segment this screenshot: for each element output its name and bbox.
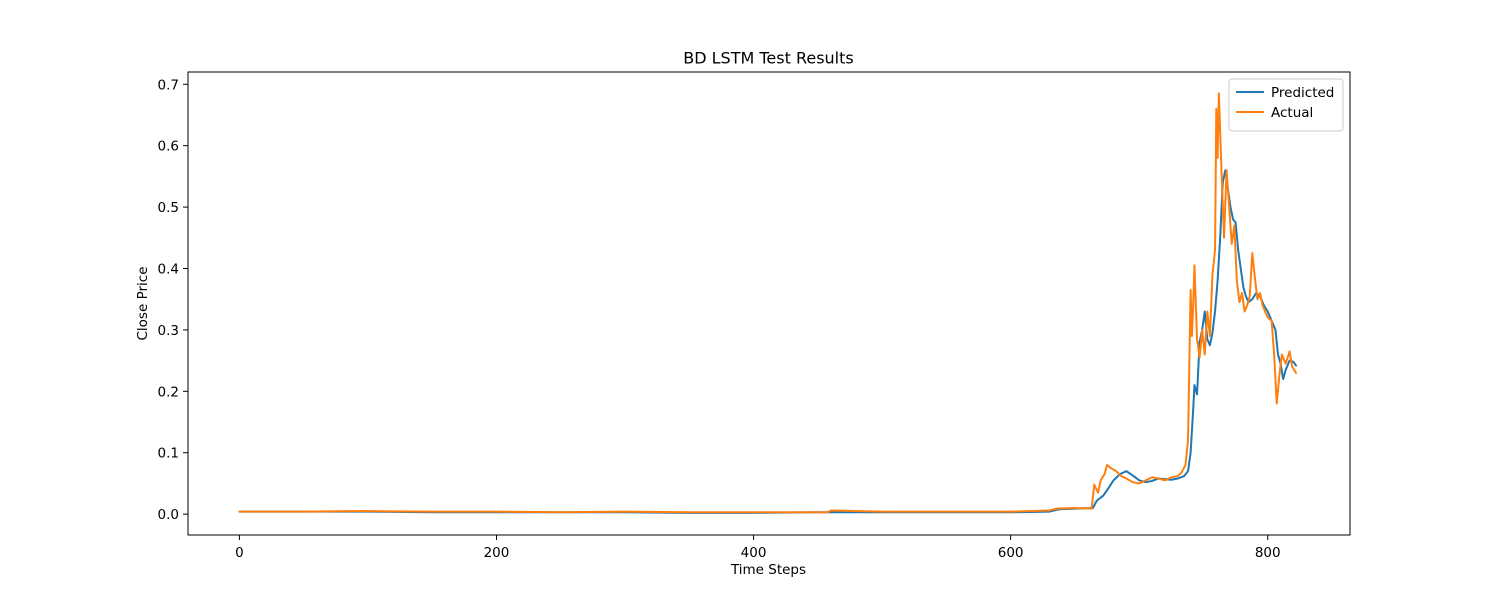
x-axis: 0 200 400 600 800 [235, 535, 1281, 561]
series-line-actual [238, 92, 1298, 514]
legend: Predicted Actual [1228, 78, 1344, 132]
plot-frame [187, 71, 1351, 536]
y-tick-label: 0.1 [158, 446, 179, 462]
x-tick-label: 0 [235, 545, 244, 561]
y-tick-label: 0.0 [158, 507, 179, 523]
y-tick-label: 0.2 [158, 384, 179, 400]
series-layer [238, 92, 1298, 514]
y-tick-label: 0.3 [158, 323, 179, 339]
x-axis-label: Time Steps [730, 562, 806, 578]
chart-title: BD LSTM Test Results [683, 49, 853, 68]
y-tick-label: 0.7 [158, 77, 179, 93]
y-axis-label: Close Price [135, 267, 151, 341]
y-axis: 0.0 0.1 0.2 0.3 0.4 0.5 0.6 0.7 [158, 77, 188, 523]
y-tick-label: 0.4 [158, 261, 179, 277]
y-tick-label: 0.6 [158, 139, 179, 155]
y-tick-label: 0.5 [158, 200, 179, 216]
x-tick-label: 600 [998, 545, 1024, 561]
legend-label-predicted: Predicted [1271, 85, 1334, 101]
x-tick-label: 400 [741, 545, 767, 561]
x-tick-label: 200 [484, 545, 510, 561]
x-tick-label: 800 [1255, 545, 1281, 561]
legend-label-actual: Actual [1271, 105, 1313, 121]
